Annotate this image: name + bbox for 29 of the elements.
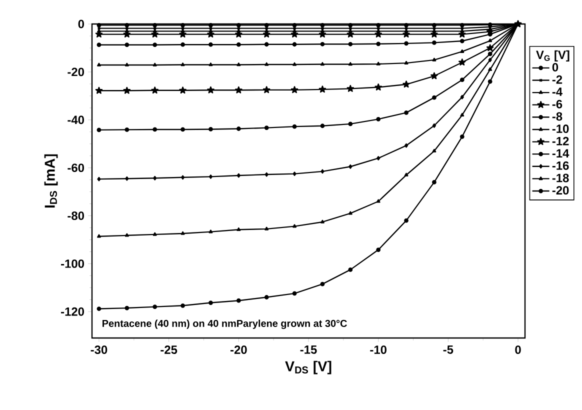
y-tick-label: -20 [68, 68, 84, 76]
legend-label: -16 [552, 161, 569, 170]
y-tick-label: -60 [68, 164, 84, 172]
legend-label: -2 [552, 75, 562, 84]
x-tick-label: -25 [160, 346, 178, 354]
y-tick-label: -80 [68, 212, 84, 220]
y-axis-title: I$_{DS}$ [mA] [44, 154, 58, 208]
legend-label: -8 [552, 112, 562, 121]
y-tick-label: -100 [61, 259, 84, 268]
annotation: Pentacene (40 nm) on 40 nmParylene grown at 30°C [102, 320, 347, 329]
x-tick-label: -30 [90, 346, 108, 354]
x-axis-title: V$_{DS}$ [V] [285, 360, 332, 374]
legend-label: -6 [552, 100, 562, 108]
y-tick-label: 0 [78, 20, 84, 28]
legend-label: -12 [552, 136, 569, 146]
legend-label: -14 [552, 149, 570, 158]
legend-label: -18 [552, 174, 569, 182]
legend-label: 0 [552, 63, 558, 72]
legend-label: -10 [552, 124, 569, 134]
legend-title: V$_{G}$ [V] [536, 50, 570, 62]
y-tick-label: -40 [68, 116, 84, 124]
y-tick-label: -120 [61, 307, 84, 316]
x-tick-label: -10 [370, 346, 386, 354]
x-tick-label: 0 [515, 346, 521, 354]
x-tick-label: -15 [300, 346, 317, 354]
x-tick-label: -5 [443, 346, 454, 354]
legend-label: -4 [552, 88, 562, 96]
x-tick-label: -20 [230, 346, 247, 354]
legend-label: -20 [552, 186, 569, 195]
